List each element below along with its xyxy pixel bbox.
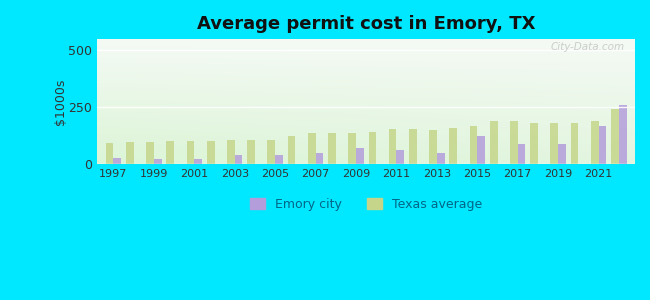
Bar bbox=[356, 148, 364, 164]
Bar bbox=[288, 136, 295, 164]
Bar bbox=[530, 123, 538, 164]
Bar bbox=[490, 121, 497, 164]
Bar bbox=[207, 141, 215, 164]
Bar bbox=[194, 159, 202, 164]
Text: City-Data.com: City-Data.com bbox=[550, 43, 624, 52]
Bar bbox=[235, 154, 242, 164]
Bar bbox=[429, 130, 437, 164]
Bar bbox=[275, 155, 283, 164]
Bar bbox=[518, 144, 525, 164]
Bar bbox=[571, 123, 578, 164]
Bar bbox=[470, 126, 477, 164]
Bar bbox=[510, 121, 518, 164]
Bar bbox=[316, 153, 323, 164]
Bar bbox=[389, 129, 396, 164]
Bar bbox=[477, 136, 485, 164]
Bar bbox=[619, 105, 627, 164]
Bar bbox=[328, 133, 336, 164]
Bar bbox=[591, 121, 599, 164]
Bar bbox=[396, 150, 404, 164]
Bar bbox=[146, 142, 154, 164]
Bar bbox=[599, 126, 606, 164]
Bar bbox=[611, 109, 619, 164]
Bar bbox=[551, 123, 558, 164]
Bar bbox=[247, 140, 255, 164]
Bar bbox=[126, 142, 134, 164]
Bar bbox=[187, 141, 194, 164]
Bar bbox=[558, 144, 566, 164]
Bar bbox=[449, 128, 457, 164]
Bar bbox=[369, 132, 376, 164]
Title: Average permit cost in Emory, TX: Average permit cost in Emory, TX bbox=[197, 15, 536, 33]
Bar bbox=[227, 140, 235, 164]
Bar bbox=[409, 129, 417, 164]
Bar bbox=[437, 153, 445, 164]
Bar bbox=[113, 158, 121, 164]
Bar bbox=[154, 159, 162, 164]
Y-axis label: $1000s: $1000s bbox=[54, 78, 67, 125]
Bar bbox=[308, 133, 316, 164]
Bar bbox=[348, 133, 356, 164]
Legend: Emory city, Texas average: Emory city, Texas average bbox=[250, 198, 482, 211]
Bar bbox=[267, 140, 275, 164]
Bar bbox=[166, 141, 174, 164]
Bar bbox=[106, 143, 113, 164]
